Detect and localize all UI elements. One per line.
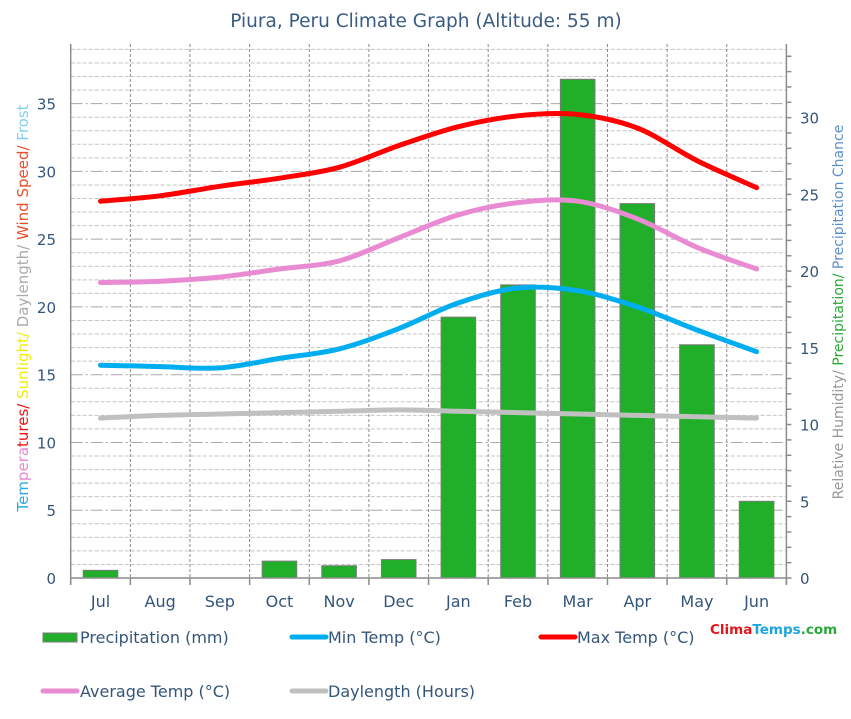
legend-label-max-temp: Max Temp (°C) (577, 628, 695, 647)
left-axis-title-segment: Wind Speed/ (14, 145, 32, 245)
left-axis-tick-label: 0 (46, 570, 56, 588)
left-axis-title-segment: pera (14, 447, 32, 481)
legend-label-min-temp: Min Temp (°C) (328, 628, 441, 647)
right-axis-tick-label: 15 (800, 340, 819, 358)
daylength-line (98, 407, 760, 421)
x-axis-label-dec: Dec (383, 592, 414, 611)
legend-label-avg-temp: Average Temp (°C) (80, 682, 230, 701)
right-axis-title-segment: Relative Humidity/ (831, 370, 847, 499)
left-axis-tick-label: 10 (37, 434, 56, 452)
chart-title: Piura, Peru Climate Graph (Altitude: 55 … (230, 11, 621, 32)
left-axis-title-segment: Sunlight/ (14, 331, 32, 404)
left-axis-tick-label: 25 (37, 231, 56, 249)
legend: Precipitation (mm) Min Temp (°C) Max Tem… (40, 628, 695, 701)
right-axis-title-segment: Precipitation/ (831, 273, 847, 370)
precipitation-bar-dec (380, 559, 417, 579)
legend-item-precipitation: Precipitation (mm) (42, 628, 229, 647)
x-axis-label-may: May (680, 592, 713, 611)
legend-item-min-temp: Min Temp (°C) (289, 628, 441, 647)
right-axis-tick-label: 0 (800, 570, 810, 588)
logo-segment: .com (801, 622, 837, 638)
precipitation-swatch-icon (42, 632, 78, 643)
legend-item-max-temp: Max Temp (°C) (538, 628, 695, 647)
precipitation-bar-feb (500, 284, 536, 579)
left-axis-tick-label: 20 (37, 299, 56, 317)
legend-item-avg-temp: Average Temp (°C) (40, 682, 230, 701)
x-axis-label-jun: Jun (743, 592, 769, 611)
precipitation-bars (82, 78, 775, 579)
left-axis-tick-label: 15 (37, 367, 56, 385)
left-axis-title-segment: Tem (14, 481, 32, 512)
x-axis-label-jul: Jul (90, 592, 110, 611)
axis-labels: 0 5 10 15 20 25 30 35 0 5 10 15 20 25 30 Jul Aug Sep Oct No… (37, 96, 819, 611)
right-axis-title: Relative Humidity/ Precipitation/ Precip… (831, 125, 847, 500)
precipitation-bar-jan (440, 316, 477, 579)
precipitation-bar-jun (738, 500, 775, 579)
x-axis-label-aug: Aug (145, 592, 176, 611)
legend-item-daylength: Daylength (Hours) (289, 682, 475, 701)
left-axis-title-segment: tures/ (14, 403, 32, 447)
precipitation-bar-oct (261, 560, 298, 579)
left-axis-title-segment: Frost (14, 104, 32, 145)
right-axis-title-segment: Precipitation Chance (831, 125, 847, 274)
left-axis-title: Temperatures/ Sunlight/ Daylength/ Wind … (14, 104, 32, 512)
climatemps-logo[interactable]: ClimaTemps.com (710, 622, 837, 638)
right-axis-tick-label: 5 (800, 493, 810, 511)
left-axis-tick-label: 5 (46, 502, 56, 520)
x-axis-label-mar: Mar (563, 592, 594, 611)
avg-temp-line (98, 197, 760, 285)
left-axis-tick-label: 35 (37, 96, 56, 114)
axes (69, 44, 792, 585)
precipitation-bar-jul (82, 569, 119, 579)
precipitation-bar-may (679, 344, 715, 579)
right-axis-tick-label: 10 (800, 417, 819, 435)
gridlines (70, 44, 787, 578)
precipitation-bar-nov (321, 565, 357, 579)
x-axis-label-nov: Nov (323, 592, 354, 611)
logo-segment: Temps (752, 622, 800, 638)
legend-label-daylength: Daylength (Hours) (328, 682, 475, 701)
left-axis-title-segment: Daylength/ (14, 244, 32, 332)
precipitation-bar-mar (559, 78, 596, 579)
logo-segment: Clima (710, 622, 752, 638)
x-axis-label-oct: Oct (266, 592, 294, 611)
x-axis-label-feb: Feb (504, 592, 532, 611)
right-axis-tick-label: 25 (800, 186, 819, 204)
precipitation-bar-apr (619, 203, 656, 579)
min-temp-line (98, 284, 760, 371)
x-axis-label-jan: Jan (445, 592, 471, 611)
right-axis-tick-label: 30 (800, 110, 819, 128)
right-axis-tick-label: 20 (800, 263, 819, 281)
x-axis-label-apr: Apr (623, 592, 651, 611)
series-lines (98, 110, 760, 421)
legend-label-precipitation: Precipitation (mm) (80, 628, 229, 647)
x-axis-label-sep: Sep (205, 592, 235, 611)
left-axis-tick-label: 30 (37, 163, 56, 181)
max-temp-line (98, 110, 760, 204)
